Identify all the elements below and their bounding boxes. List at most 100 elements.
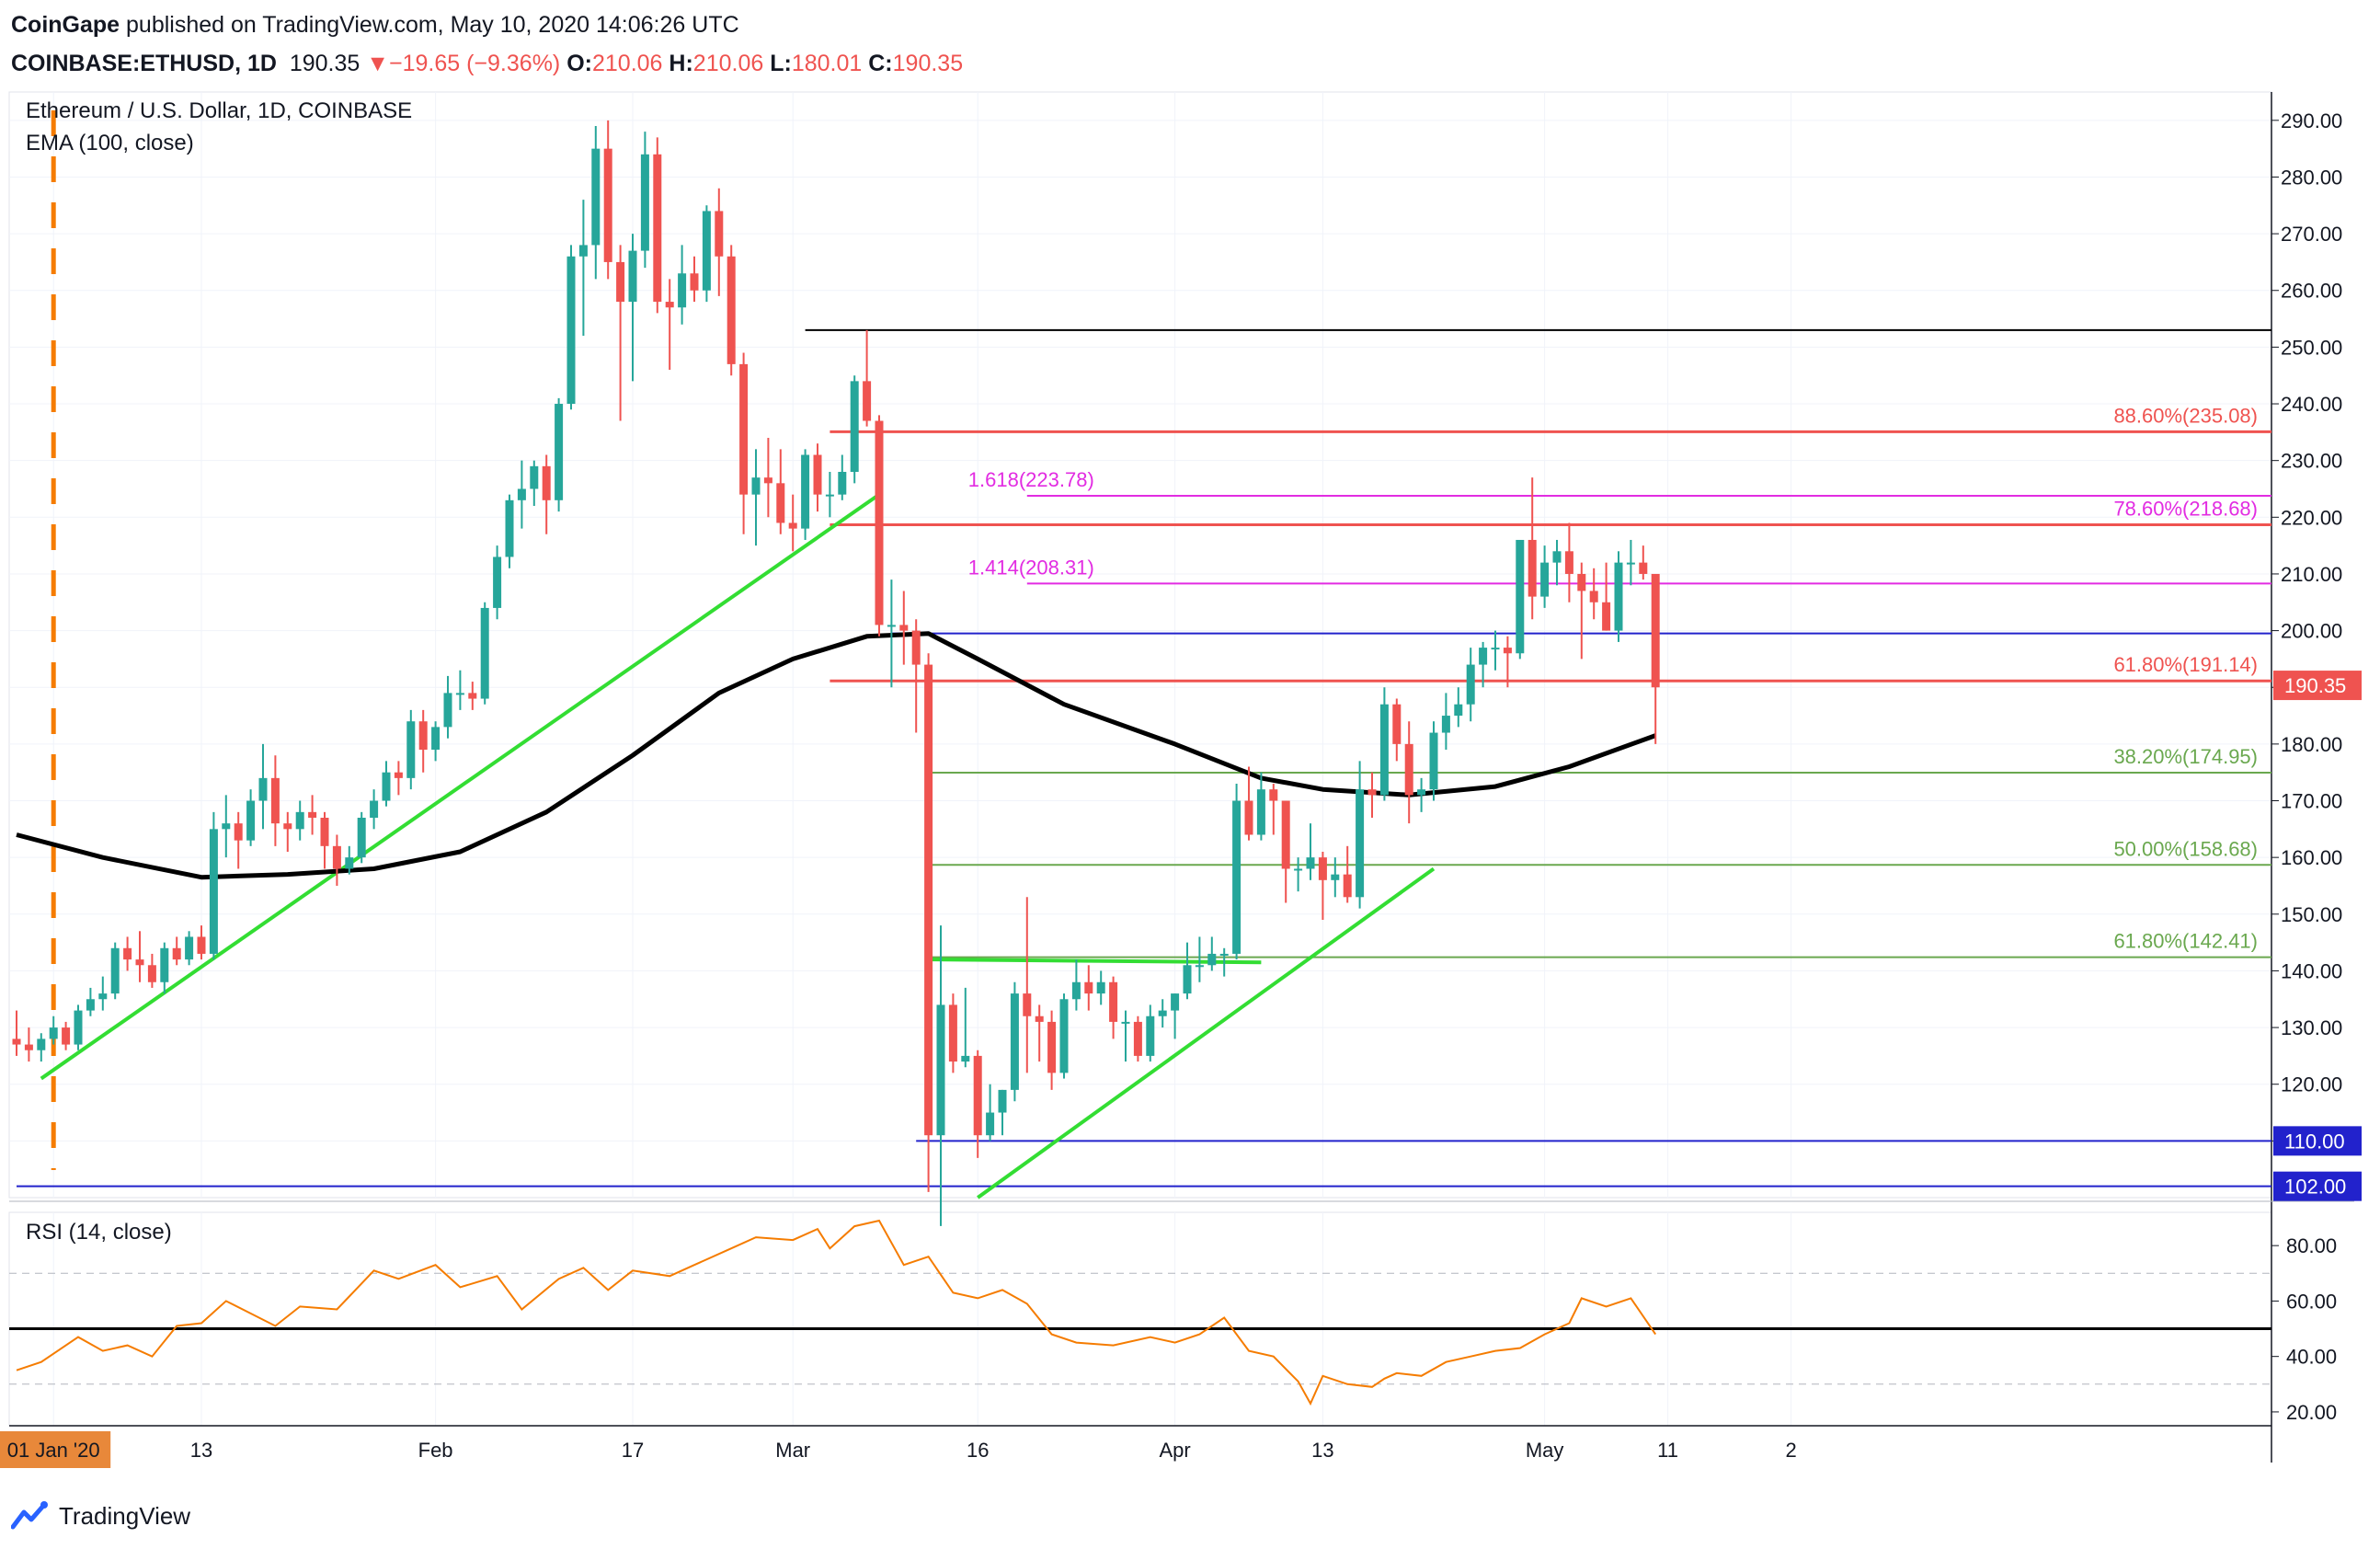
candle[interactable] bbox=[1158, 999, 1167, 1028]
candle[interactable] bbox=[948, 993, 957, 1073]
candle[interactable] bbox=[566, 245, 576, 410]
candle[interactable] bbox=[1109, 976, 1118, 1039]
candle[interactable] bbox=[616, 245, 625, 421]
candle[interactable] bbox=[838, 454, 847, 500]
candle[interactable] bbox=[1516, 539, 1525, 660]
candle[interactable] bbox=[332, 834, 341, 886]
candle[interactable] bbox=[345, 845, 354, 875]
candle[interactable] bbox=[418, 709, 428, 773]
candle[interactable] bbox=[185, 931, 194, 966]
candle[interactable] bbox=[62, 1021, 71, 1050]
candle[interactable] bbox=[961, 987, 970, 1068]
candle[interactable] bbox=[1244, 766, 1253, 841]
candle[interactable] bbox=[1479, 641, 1488, 688]
candle[interactable] bbox=[1392, 698, 1402, 762]
candle[interactable] bbox=[1318, 851, 1327, 920]
candle[interactable] bbox=[1503, 636, 1512, 688]
candle[interactable] bbox=[763, 438, 772, 518]
candle[interactable] bbox=[653, 137, 662, 314]
trendline[interactable] bbox=[40, 493, 881, 1081]
candle[interactable] bbox=[727, 245, 736, 376]
candle[interactable] bbox=[172, 936, 181, 966]
symbol-label[interactable]: COINBASE:ETHUSD, 1D bbox=[11, 51, 277, 76]
candle[interactable] bbox=[295, 800, 304, 841]
candle[interactable] bbox=[1096, 970, 1105, 1005]
candle[interactable] bbox=[1343, 845, 1352, 903]
candle[interactable] bbox=[1331, 857, 1340, 898]
candle[interactable] bbox=[1281, 800, 1290, 903]
candle[interactable] bbox=[357, 811, 366, 864]
candle[interactable] bbox=[936, 925, 945, 1226]
candle[interactable] bbox=[998, 1089, 1007, 1136]
price-pane[interactable] bbox=[8, 91, 2272, 1199]
candle[interactable] bbox=[665, 279, 674, 371]
candle[interactable] bbox=[443, 675, 452, 739]
candle[interactable] bbox=[1540, 545, 1550, 608]
rsi-pane[interactable] bbox=[8, 1211, 2272, 1427]
candle[interactable] bbox=[555, 397, 564, 512]
candle[interactable] bbox=[1207, 936, 1217, 971]
candle[interactable] bbox=[1552, 539, 1562, 586]
candle[interactable] bbox=[197, 925, 206, 960]
candle[interactable] bbox=[1010, 981, 1019, 1102]
candle[interactable] bbox=[702, 205, 711, 303]
candle[interactable] bbox=[1614, 551, 1623, 642]
candle[interactable] bbox=[825, 471, 834, 518]
candle[interactable] bbox=[1602, 562, 1611, 631]
candle[interactable] bbox=[850, 375, 859, 484]
candle[interactable] bbox=[751, 449, 761, 546]
candle[interactable] bbox=[1232, 784, 1241, 960]
candle[interactable] bbox=[394, 761, 403, 796]
candle[interactable] bbox=[690, 256, 699, 303]
candle[interactable] bbox=[887, 579, 896, 688]
candle[interactable] bbox=[1404, 721, 1413, 824]
candle[interactable] bbox=[1564, 522, 1573, 602]
candle[interactable] bbox=[98, 976, 108, 1011]
candle[interactable] bbox=[222, 795, 231, 858]
candle[interactable] bbox=[1171, 993, 1180, 1039]
candle[interactable] bbox=[1356, 761, 1365, 909]
candle[interactable] bbox=[1294, 857, 1303, 892]
candle[interactable] bbox=[863, 329, 872, 427]
candle[interactable] bbox=[1219, 947, 1229, 977]
trendline[interactable] bbox=[928, 958, 1262, 965]
candle[interactable] bbox=[813, 443, 822, 512]
candle[interactable] bbox=[603, 120, 612, 280]
candle[interactable] bbox=[1121, 1010, 1130, 1062]
tradingview-logo[interactable]: TradingView bbox=[11, 1494, 190, 1538]
candle[interactable] bbox=[1035, 1004, 1044, 1062]
candle[interactable] bbox=[1071, 959, 1081, 1011]
candle[interactable] bbox=[406, 709, 416, 790]
candle[interactable] bbox=[110, 942, 120, 1000]
candle[interactable] bbox=[370, 789, 379, 830]
candle[interactable] bbox=[123, 936, 132, 971]
candle[interactable] bbox=[74, 1004, 83, 1050]
candle[interactable] bbox=[382, 761, 391, 807]
candle[interactable] bbox=[160, 942, 169, 994]
candle[interactable] bbox=[591, 125, 601, 280]
candle[interactable] bbox=[973, 1050, 982, 1158]
candle[interactable] bbox=[628, 234, 637, 382]
candle[interactable] bbox=[455, 670, 464, 710]
candle[interactable] bbox=[37, 1033, 46, 1062]
candle[interactable] bbox=[1528, 477, 1537, 620]
candle[interactable] bbox=[493, 545, 502, 620]
candle[interactable] bbox=[1466, 648, 1475, 722]
candle[interactable] bbox=[715, 188, 724, 296]
candle[interactable] bbox=[1256, 772, 1265, 841]
candle[interactable] bbox=[147, 953, 156, 988]
candle[interactable] bbox=[1023, 897, 1032, 1073]
candle[interactable] bbox=[530, 460, 539, 506]
candle[interactable] bbox=[776, 449, 785, 534]
price-axis[interactable]: 110.00 120.00 130.00 140.00 150.00 160.00 170.… bbox=[2271, 109, 2342, 1153]
candle[interactable] bbox=[1417, 777, 1426, 812]
candle[interactable] bbox=[246, 789, 256, 846]
candle[interactable] bbox=[135, 931, 144, 982]
time-axis[interactable]: 01 Jan '20 13 Feb 17 Mar 16 Apr 13 May 11 2 bbox=[0, 1431, 1797, 1468]
candle[interactable] bbox=[640, 132, 649, 269]
candle[interactable] bbox=[517, 460, 526, 529]
candle[interactable] bbox=[924, 653, 933, 1192]
candle[interactable] bbox=[899, 591, 909, 665]
candle[interactable] bbox=[270, 755, 280, 846]
